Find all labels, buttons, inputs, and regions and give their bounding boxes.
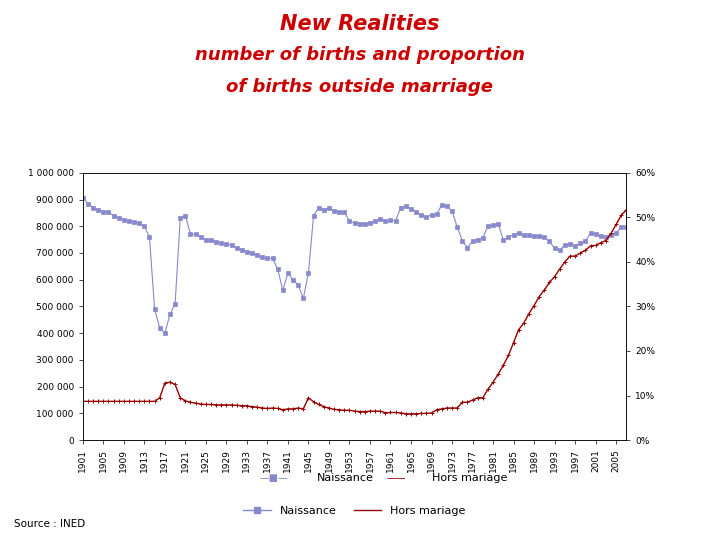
Text: New Realities: New Realities bbox=[280, 14, 440, 33]
Text: number of births and proportion: number of births and proportion bbox=[195, 46, 525, 64]
Text: of births outside marriage: of births outside marriage bbox=[227, 78, 493, 96]
Text: ——: —— bbox=[386, 473, 406, 483]
Text: —■—: —■— bbox=[259, 473, 288, 483]
Legend: Naissance, Hors mariage: Naissance, Hors mariage bbox=[239, 501, 470, 520]
Text: Naissance: Naissance bbox=[317, 473, 374, 483]
Text: Source : INED: Source : INED bbox=[14, 519, 86, 529]
Text: Hors mariage: Hors mariage bbox=[432, 473, 508, 483]
